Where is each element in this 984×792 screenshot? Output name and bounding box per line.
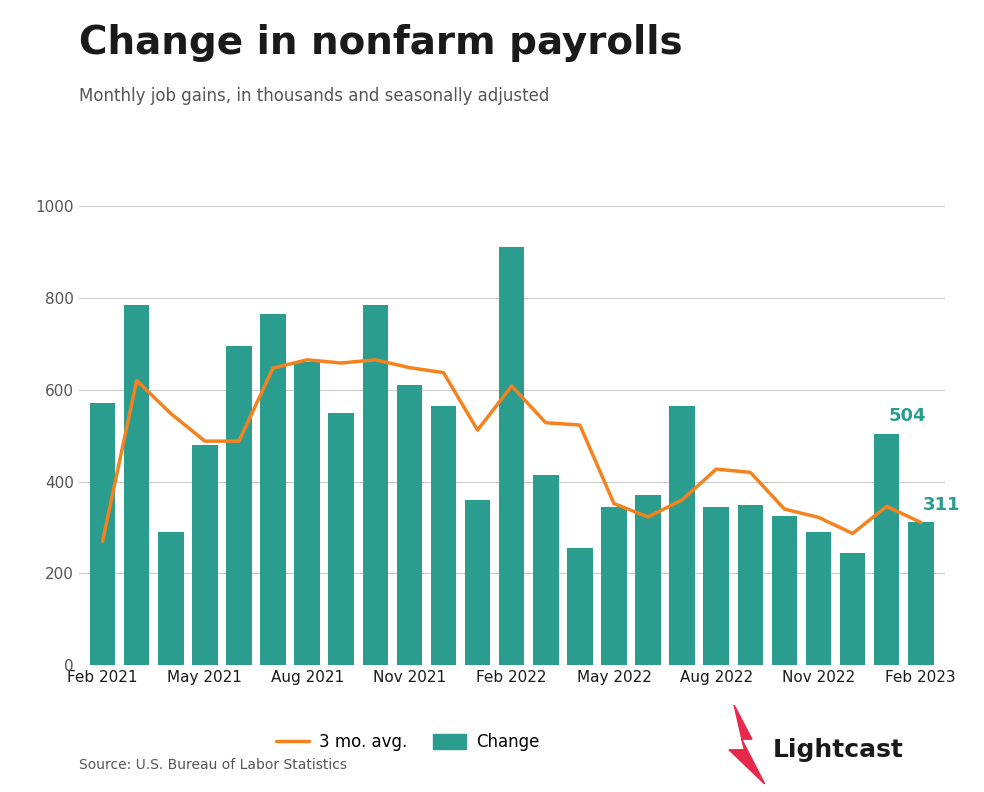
Text: Source: U.S. Bureau of Labor Statistics: Source: U.S. Bureau of Labor Statistics	[79, 758, 346, 772]
Bar	[704, 507, 729, 665]
Bar	[669, 406, 695, 665]
Bar	[90, 403, 115, 665]
Bar	[192, 445, 217, 665]
Bar	[908, 523, 934, 665]
Bar	[533, 474, 559, 665]
Bar	[499, 247, 524, 665]
Bar	[806, 532, 831, 665]
Bar	[226, 346, 252, 665]
Bar	[464, 500, 490, 665]
Text: 311: 311	[922, 496, 960, 514]
Bar	[260, 314, 285, 665]
Bar	[636, 495, 661, 665]
Text: Lightcast: Lightcast	[772, 738, 903, 762]
Bar	[329, 413, 354, 665]
Bar	[771, 516, 797, 665]
Text: 504: 504	[889, 408, 926, 425]
Polygon shape	[729, 705, 765, 784]
Text: Monthly job gains, in thousands and seasonally adjusted: Monthly job gains, in thousands and seas…	[79, 87, 549, 105]
Bar	[431, 406, 457, 665]
Legend: 3 mo. avg., Change: 3 mo. avg., Change	[277, 733, 539, 752]
Bar	[567, 548, 592, 665]
Bar	[874, 434, 899, 665]
Bar	[738, 505, 764, 665]
Text: Change in nonfarm payrolls: Change in nonfarm payrolls	[79, 24, 682, 62]
Bar	[601, 507, 627, 665]
Bar	[294, 362, 320, 665]
Bar	[124, 305, 150, 665]
Bar	[362, 305, 388, 665]
Bar	[158, 532, 184, 665]
Bar	[397, 385, 422, 665]
Bar	[839, 553, 865, 665]
